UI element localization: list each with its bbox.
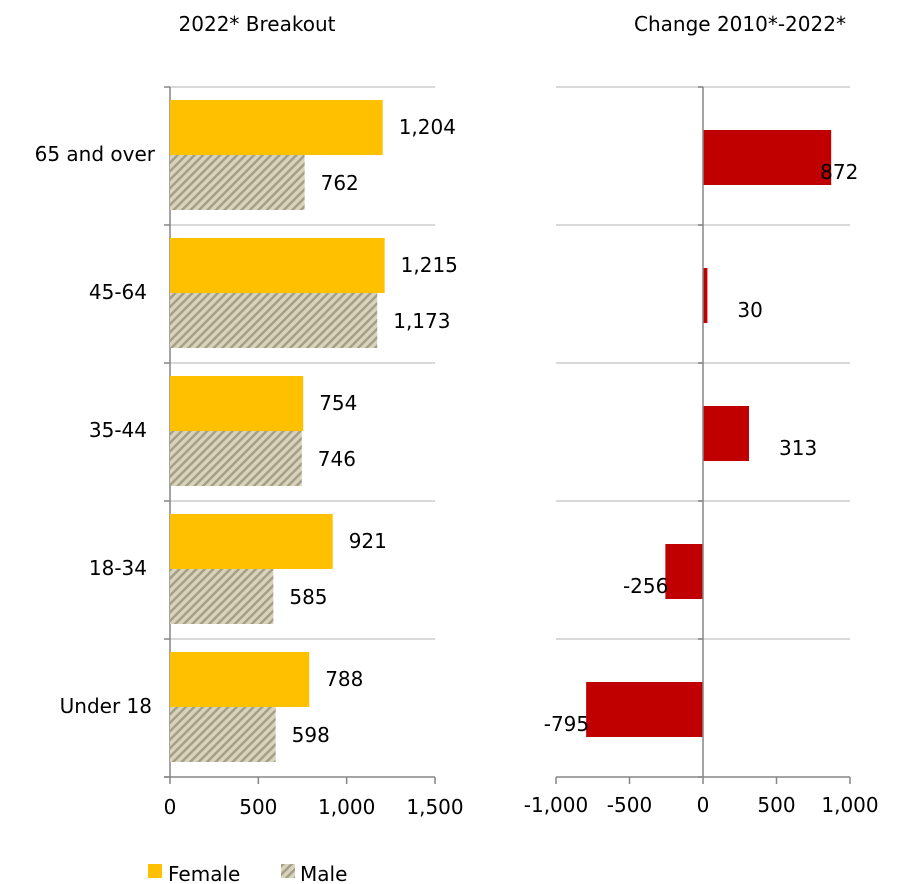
x-tick-label: -500 — [607, 793, 652, 817]
x-tick-label: 1,000 — [318, 795, 375, 819]
bar-change — [703, 130, 832, 185]
bar-change — [586, 682, 703, 737]
data-label-female: 921 — [349, 529, 387, 553]
x-tick-label: 500 — [757, 793, 795, 817]
legend-label-male: Male — [300, 862, 347, 884]
bar-change — [665, 544, 703, 599]
data-label-change: -795 — [544, 712, 589, 736]
data-label-male: 746 — [318, 447, 356, 471]
legend: Female Male — [148, 862, 347, 884]
data-label-female: 788 — [325, 667, 363, 691]
legend-swatch-male — [281, 864, 295, 878]
data-label-male: 598 — [292, 723, 330, 747]
data-label-change: 30 — [737, 298, 762, 322]
x-tick-label: 1,000 — [821, 793, 878, 817]
left-chart-title: 2022* Breakout — [179, 12, 336, 36]
bar-male — [170, 431, 302, 486]
category-label: 18-34 — [89, 556, 147, 580]
data-label-change: 872 — [820, 160, 858, 184]
x-tick-label: -1,000 — [524, 793, 588, 817]
bar-female — [170, 238, 385, 293]
right-chart-title: Change 2010*-2022* — [634, 12, 846, 36]
x-tick-label: 500 — [239, 795, 277, 819]
bar-change — [703, 268, 708, 323]
bar-female — [170, 652, 310, 707]
data-label-female: 1,215 — [401, 253, 458, 277]
bar-male — [170, 155, 305, 210]
bar-male — [170, 293, 378, 348]
left-chart-plot: 0 500 1,000 1,500 1,204 762 1,215 1,173 754 746 92… — [164, 86, 464, 819]
data-label-change: -256 — [623, 574, 668, 598]
x-tick-label: 0 — [697, 793, 710, 817]
data-label-female: 754 — [319, 391, 357, 415]
data-label-male: 1,173 — [393, 309, 450, 333]
category-label: 65 and over — [35, 142, 156, 166]
category-label: 35-44 — [89, 418, 147, 442]
data-label-change: 313 — [779, 436, 817, 460]
data-label-female: 1,204 — [399, 115, 456, 139]
bar-female — [170, 376, 304, 431]
x-tick-label: 0 — [164, 795, 177, 819]
bar-female — [170, 514, 333, 569]
legend-label-female: Female — [168, 862, 240, 884]
bar-male — [170, 707, 276, 762]
legend-swatch-female — [148, 864, 162, 878]
data-label-male: 762 — [321, 171, 359, 195]
bar-male — [170, 569, 274, 624]
bar-female — [170, 100, 383, 155]
category-label: Under 18 — [60, 694, 152, 718]
category-labels: 65 and over 45-64 35-44 18-34 Under 18 — [35, 142, 156, 718]
right-chart-plot: -1,000 -500 0 500 1,000 872 30 313 -256 -795 — [524, 86, 879, 817]
data-label-male: 585 — [289, 585, 327, 609]
x-tick-label: 1,500 — [406, 795, 463, 819]
category-label: 45-64 — [89, 280, 147, 304]
bar-change — [703, 406, 750, 461]
